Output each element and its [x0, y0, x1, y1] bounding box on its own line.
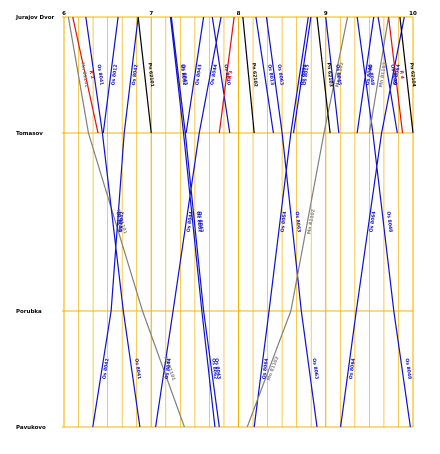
station-lines [62, 16, 413, 428]
station-label: Jurajov Dvor [15, 15, 54, 21]
train-label: Os 8046 [365, 64, 374, 86]
train-path [399, 16, 414, 134]
train-label: Os 8045 [334, 64, 342, 86]
train-label: Os 8041 [96, 64, 105, 86]
train-label: Os 8013 [266, 64, 275, 86]
station-label: Tomasov [16, 131, 43, 137]
train-label: Os 8064 [261, 358, 270, 380]
train-label: Os 8020 [389, 64, 398, 86]
train-label: Os 8012 [110, 64, 119, 86]
train-path [85, 16, 141, 428]
train-label: R 3 [227, 70, 234, 79]
train-label: Os 8042 [118, 211, 126, 232]
train-label: Os 8041 [115, 211, 123, 233]
train-path [292, 16, 312, 134]
train-path [368, 16, 390, 134]
hour-label: 9 [324, 11, 328, 17]
train-label: Os 8064 [392, 64, 402, 86]
train-label: Os 8048 [367, 64, 376, 86]
train-label: Os 8044 [186, 211, 195, 233]
train-path [72, 16, 99, 134]
train-label: Mn 81102 [334, 62, 345, 88]
train-path [67, 16, 185, 428]
train-label: Pn 62102 [250, 63, 258, 88]
train-path [137, 16, 152, 134]
train-path [255, 16, 274, 134]
train-label: Os 8043 [213, 358, 222, 380]
train-label: R 4 [398, 70, 405, 79]
train-path [169, 16, 216, 428]
train-label: Os 8064 [280, 211, 289, 233]
train-label: Os 8015 [302, 64, 311, 86]
station-label: Porubka [16, 309, 42, 315]
train-path [387, 16, 404, 134]
train-path [211, 16, 231, 134]
train-label: Os 8064 [299, 64, 308, 86]
train-label: Pn 62104 [408, 62, 417, 87]
station-label: Pavukovo [16, 425, 46, 431]
time-grid [63, 17, 414, 427]
train-path [253, 16, 309, 428]
train-label: Os 8043 [180, 64, 188, 86]
train-label: Os 8063 [276, 64, 285, 86]
train-label: Mn 81101 [79, 62, 89, 88]
train-label: Os 8062 [179, 64, 187, 86]
train-path [377, 16, 398, 134]
train-label: Os 8020 [223, 64, 232, 86]
train-paths [67, 16, 414, 428]
train-path [325, 16, 340, 134]
train-label: Os 8042 [101, 358, 110, 380]
train-label: Os 8048 [404, 358, 413, 380]
train-label: R 2 [88, 70, 96, 79]
train-label: Os 8043 [196, 211, 204, 233]
train-path [155, 16, 222, 428]
train-label: Os 8043 [194, 64, 203, 86]
train-label: Pn 62103 [325, 62, 334, 87]
train-label: Os 8041 [133, 358, 142, 380]
train-label: Pn 62101 [146, 63, 155, 88]
train-path [92, 16, 139, 428]
train-path [170, 16, 220, 428]
train-path [242, 16, 255, 134]
train-label: Mn 81103 [378, 62, 388, 88]
train-label: Os 8064 [368, 211, 377, 233]
hour-label: 8 [237, 11, 241, 17]
hour-label: 7 [149, 11, 153, 17]
train-label: Os 8062 [210, 358, 218, 380]
train-path [218, 16, 235, 134]
train-path [102, 16, 119, 134]
train-label: Os 8048 [385, 211, 393, 233]
train-label: Os 8063 [294, 211, 302, 233]
hour-label: 10 [409, 11, 417, 17]
train-path [265, 16, 318, 428]
train-path [356, 16, 375, 134]
train-label: Mn 81102 [306, 209, 317, 235]
hour-label: 6 [62, 11, 66, 17]
train-label: Os 8044 [209, 64, 219, 86]
labels: Jurajov Dvor Tomasov Porubka Pavukovo 6 7 8 9 10… [15, 11, 417, 431]
train-label: Os 8063 [311, 358, 320, 380]
train-label: Os 8044 [164, 358, 173, 380]
train-label: Os 8042 [131, 64, 139, 86]
train-path [185, 16, 205, 134]
train-path [246, 16, 349, 428]
train-path [339, 16, 405, 428]
train-label: Os 8062 [195, 211, 203, 233]
train-label: Os 8064 [348, 358, 357, 380]
train-path [316, 16, 331, 134]
